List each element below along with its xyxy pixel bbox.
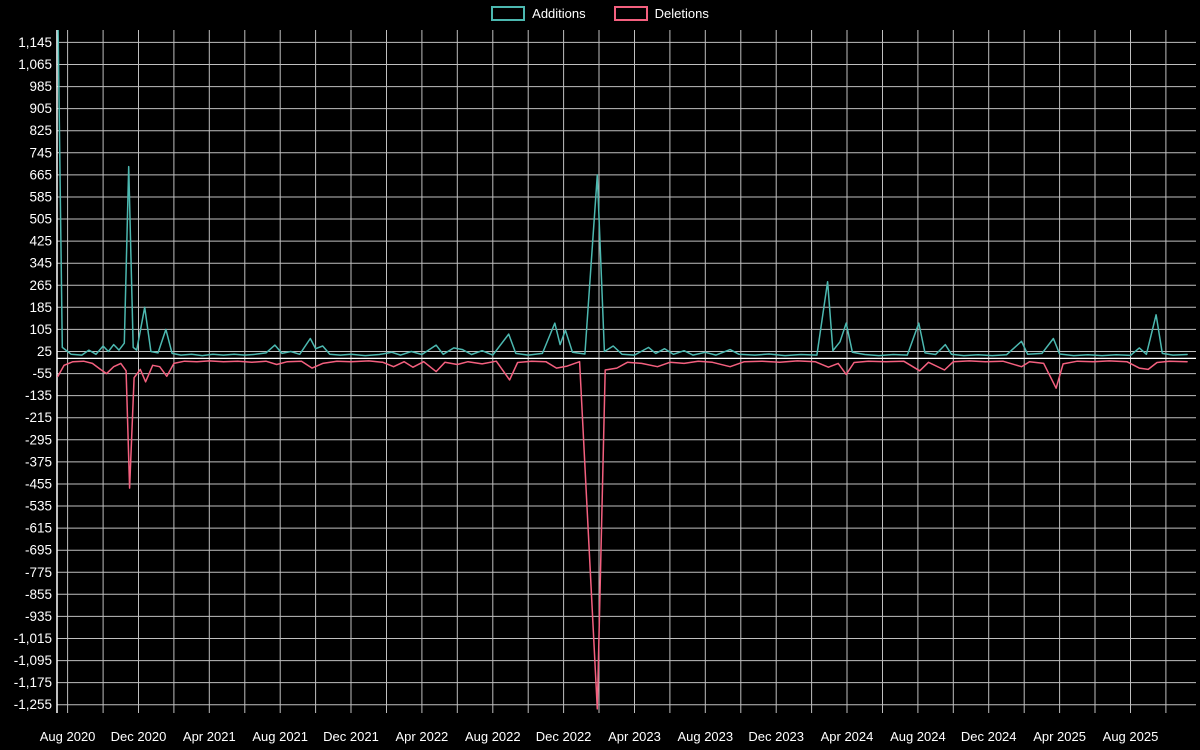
deletions-legend-swatch	[613, 6, 648, 21]
svg-text:905: 905	[29, 101, 52, 116]
svg-text:Dec 2024: Dec 2024	[961, 729, 1017, 744]
svg-text:185: 185	[29, 300, 52, 315]
svg-text:-55: -55	[32, 366, 52, 381]
svg-text:345: 345	[29, 256, 52, 271]
svg-text:425: 425	[29, 234, 52, 249]
chart-legend: Additions Deletions	[0, 6, 1200, 21]
svg-text:Apr 2025: Apr 2025	[1033, 729, 1086, 744]
svg-text:Apr 2023: Apr 2023	[608, 729, 661, 744]
svg-text:505: 505	[29, 212, 52, 227]
svg-text:1,065: 1,065	[18, 57, 52, 72]
svg-text:-1,095: -1,095	[14, 653, 52, 668]
svg-text:-455: -455	[25, 477, 52, 492]
svg-text:585: 585	[29, 190, 52, 205]
deletions-legend-label: Deletions	[654, 6, 709, 21]
svg-text:Dec 2023: Dec 2023	[748, 729, 804, 744]
svg-text:Dec 2022: Dec 2022	[536, 729, 592, 744]
svg-text:265: 265	[29, 278, 52, 293]
svg-text:985: 985	[29, 79, 52, 94]
svg-text:25: 25	[37, 344, 52, 359]
svg-text:Aug 2023: Aug 2023	[677, 729, 733, 744]
svg-text:-135: -135	[25, 388, 52, 403]
svg-text:105: 105	[29, 322, 52, 337]
svg-text:Aug 2020: Aug 2020	[40, 729, 96, 744]
additions-legend-swatch	[491, 6, 526, 21]
svg-text:Dec 2020: Dec 2020	[111, 729, 167, 744]
svg-text:-375: -375	[25, 454, 52, 469]
legend-item-deletions[interactable]: Deletions	[613, 6, 709, 21]
svg-text:825: 825	[29, 123, 52, 138]
svg-text:Apr 2022: Apr 2022	[396, 729, 449, 744]
svg-text:-775: -775	[25, 565, 52, 580]
svg-text:Aug 2024: Aug 2024	[890, 729, 946, 744]
svg-text:Aug 2025: Aug 2025	[1103, 729, 1159, 744]
svg-text:-215: -215	[25, 410, 52, 425]
additions-legend-label: Additions	[532, 6, 586, 21]
svg-text:-695: -695	[25, 543, 52, 558]
svg-text:-1,175: -1,175	[14, 675, 52, 690]
svg-text:-615: -615	[25, 521, 52, 536]
svg-text:-855: -855	[25, 587, 52, 602]
svg-text:-1,255: -1,255	[14, 697, 52, 712]
legend-item-additions[interactable]: Additions	[491, 6, 586, 21]
svg-text:1,145: 1,145	[18, 35, 52, 50]
svg-text:-535: -535	[25, 499, 52, 514]
svg-text:Apr 2024: Apr 2024	[821, 729, 874, 744]
svg-text:-295: -295	[25, 432, 52, 447]
svg-text:745: 745	[29, 145, 52, 160]
svg-text:-935: -935	[25, 609, 52, 624]
svg-text:Apr 2021: Apr 2021	[183, 729, 236, 744]
svg-text:Aug 2021: Aug 2021	[252, 729, 308, 744]
svg-text:665: 665	[29, 167, 52, 182]
svg-text:Aug 2022: Aug 2022	[465, 729, 521, 744]
svg-text:-1,015: -1,015	[14, 631, 52, 646]
svg-text:Dec 2021: Dec 2021	[323, 729, 379, 744]
